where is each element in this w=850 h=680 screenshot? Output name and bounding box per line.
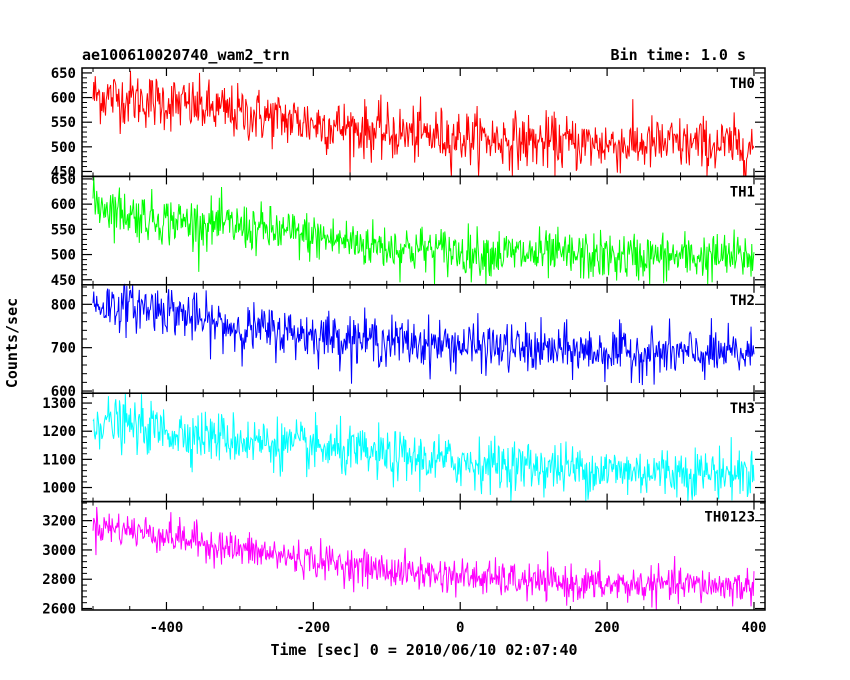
panel-frame	[81, 392, 766, 503]
y-axis-label: Counts/sec	[3, 298, 21, 388]
panel-th3: 1000 1100 1200 1300 TH3	[42, 392, 766, 503]
y-tick-label: 500	[51, 248, 76, 264]
x-axis-label: Time [sec] 0 = 2010/06/10 02:07:40	[270, 641, 577, 659]
y-tick-label: 1300	[42, 396, 76, 412]
y-tick-label: 500	[51, 140, 76, 156]
panel-th2: 600 700 800 TH2	[51, 283, 766, 400]
y-tick-label: 1000	[42, 481, 76, 497]
y-tick-label: 650	[51, 172, 76, 188]
series-line-th3	[92, 393, 755, 502]
panel-label: TH1	[730, 184, 755, 200]
panel-label: TH3	[730, 401, 755, 417]
panel-frame	[81, 284, 766, 394]
x-tick-label: 400	[741, 620, 766, 636]
x-axis: -400 -200 0 200 400	[150, 620, 767, 636]
y-tick-label: 1100	[42, 452, 76, 468]
panel-frame	[81, 67, 766, 178]
bin-time-label: Bin time: 1.0 s	[611, 46, 746, 64]
series-line-th0123	[92, 507, 755, 611]
panel-label: TH0	[730, 76, 755, 92]
y-tick-label: 450	[51, 164, 76, 180]
y-tick-label: 450	[51, 273, 76, 289]
y-tick-label: 2600	[42, 602, 76, 618]
series-line-th1	[92, 176, 755, 285]
x-tick-label: 0	[456, 620, 464, 636]
series-line-th0	[92, 70, 755, 177]
y-tick-label: 600	[51, 384, 76, 400]
y-tick-label: 3000	[42, 543, 76, 559]
y-tick-label: 2800	[42, 572, 76, 588]
panel-th0: 450 500 550 600 650 TH0	[51, 66, 766, 180]
y-tick-label: 550	[51, 222, 76, 238]
panel-label: TH0123	[704, 510, 755, 526]
y-tick-label: 3200	[42, 514, 76, 530]
y-tick-label: 650	[51, 66, 76, 82]
panel-frame	[81, 500, 766, 611]
y-tick-label: 700	[51, 341, 76, 357]
y-tick-label: 600	[51, 197, 76, 213]
panel-th0123: 2600 2800 3000 3200 TH0123	[42, 500, 766, 618]
y-tick-label: 1200	[42, 424, 76, 440]
panel-frame	[81, 175, 766, 286]
panel-label: TH2	[730, 293, 755, 309]
series-line-th2	[92, 283, 755, 386]
panel-th1: 450 500 550 600 650 TH1	[51, 172, 766, 289]
x-tick-label: -200	[296, 620, 330, 636]
panels-group: 450 500 550 600 650 TH0 450 500 550 600 650 TH1 600 7…	[42, 66, 766, 618]
y-tick-label: 550	[51, 115, 76, 131]
x-tick-label: 200	[594, 620, 619, 636]
chart-title: ae100610020740_wam2_trn	[82, 46, 290, 64]
x-tick-label: -400	[150, 620, 184, 636]
y-tick-label: 600	[51, 91, 76, 107]
y-tick-label: 800	[51, 297, 76, 313]
